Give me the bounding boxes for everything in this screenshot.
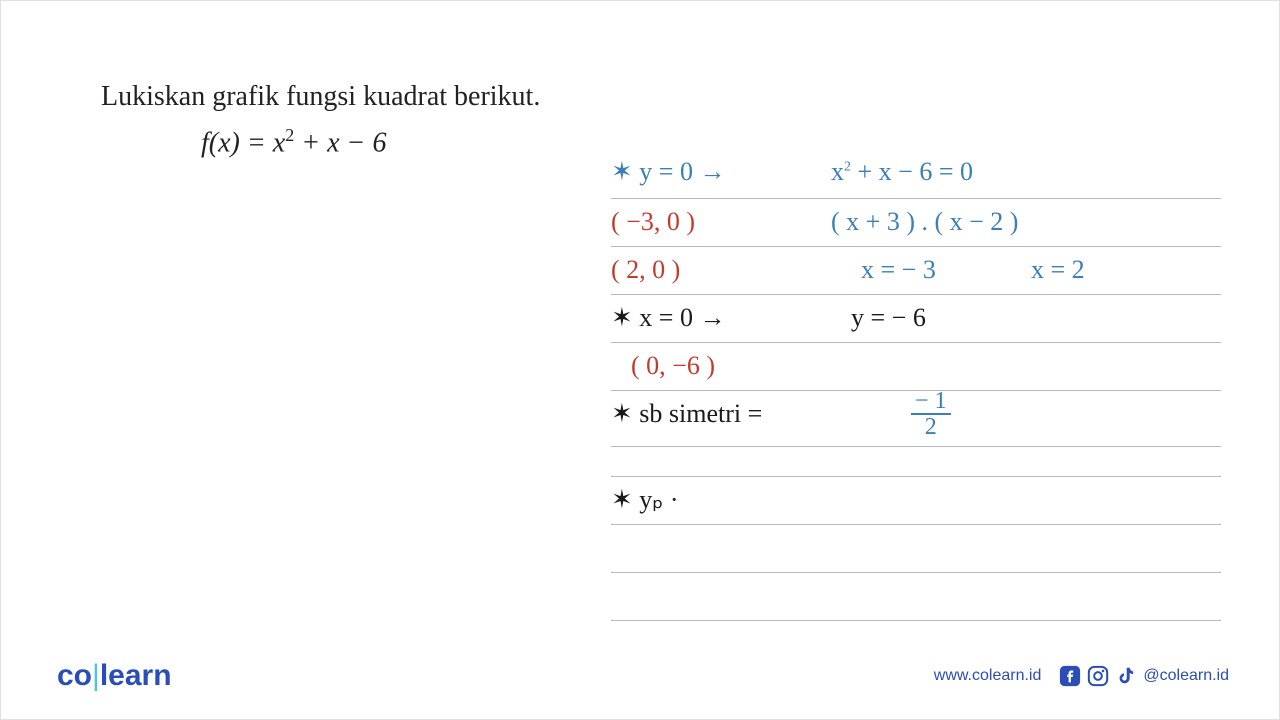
facebook-icon: [1059, 665, 1081, 687]
tiktok-icon: [1115, 665, 1137, 687]
work-line: ✶ x = 0 → y = − 6: [611, 295, 1221, 343]
instagram-icon: [1087, 665, 1109, 687]
work-line: [611, 573, 1221, 621]
work-line: [611, 525, 1221, 573]
brand-logo: co|learn: [57, 659, 172, 693]
work-text: ( −3, 0 ): [611, 207, 695, 237]
work-line: ✶ sb simetri = − 1 2: [611, 391, 1221, 447]
work-text: ✶ y = 0 →: [611, 157, 725, 187]
footer-url: www.colearn.id: [934, 667, 1042, 685]
footer: co|learn www.colearn.id @colearn.id: [1, 659, 1279, 693]
work-line: ✶ yₚ ·: [611, 477, 1221, 525]
work-line: ( 2, 0 ) x = − 3 x = 2: [611, 247, 1221, 295]
work-text: ( 0, −6 ): [631, 351, 715, 381]
work-text: ✶ yₚ ·: [611, 485, 679, 515]
work-text: x = − 3: [861, 255, 936, 285]
work-text: ( x + 3 ) . ( x − 2 ): [831, 207, 1018, 237]
work-text: x2 + x − 6 = 0: [831, 157, 973, 187]
problem-title: Lukiskan grafik fungsi kuadrat berikut.: [101, 81, 1219, 113]
work-line: ( −3, 0 ) ( x + 3 ) . ( x − 2 ): [611, 199, 1221, 247]
work-line: ( 0, −6 ): [611, 343, 1221, 391]
work-text: ( 2, 0 ): [611, 255, 680, 285]
social-icons: @colearn.id: [1059, 665, 1229, 687]
work-text: x = 2: [1031, 255, 1085, 285]
work-text: y = − 6: [851, 303, 926, 333]
work-line: [611, 447, 1221, 477]
work-text: ✶ x = 0 →: [611, 303, 725, 333]
work-text: ✶ sb simetri =: [611, 399, 762, 429]
work-text: − 1 2: [911, 389, 951, 439]
handwritten-work: ✶ y = 0 → x2 + x − 6 = 0 ( −3, 0 ) ( x +…: [611, 151, 1221, 621]
work-line: ✶ y = 0 → x2 + x − 6 = 0: [611, 151, 1221, 199]
social-handle: @colearn.id: [1143, 667, 1229, 685]
